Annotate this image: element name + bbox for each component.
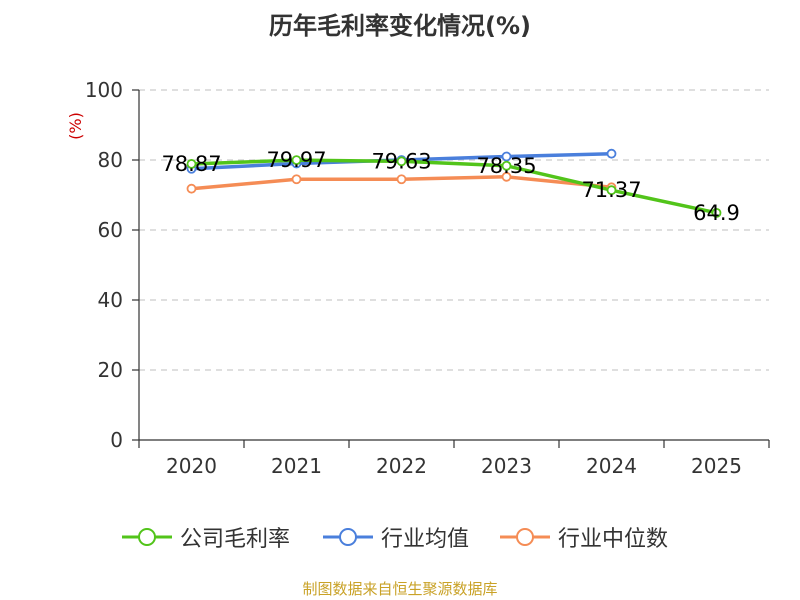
series-2-point-2021 xyxy=(291,174,302,185)
series-0-point-2024 xyxy=(606,185,617,196)
legend-item-industry-median[interactable]: 行业中位数 xyxy=(500,520,668,554)
series-2-point-2023 xyxy=(501,171,512,182)
y-tick-label-60: 60 xyxy=(98,218,123,242)
legend-label-industry-avg: 行业均值 xyxy=(381,527,470,552)
x-tick-label-2025: 2025 xyxy=(691,454,742,478)
series-0-point-2020 xyxy=(186,159,197,169)
legend-label-company: 公司毛利率 xyxy=(180,527,291,552)
data-label-2023: 78.35 xyxy=(476,154,536,178)
series-0-point-2021 xyxy=(291,155,302,166)
legend-item-industry-avg[interactable]: 行业均值 xyxy=(323,520,469,554)
y-tick-label-20: 20 xyxy=(98,358,123,382)
x-tick-label-2021: 2021 xyxy=(271,454,322,478)
data-label-2021: 79.97 xyxy=(266,148,326,172)
series-2-point-2020 xyxy=(186,183,197,194)
x-tick-label-2022: 2022 xyxy=(376,454,427,478)
data-label-2020: 78.87 xyxy=(161,152,221,176)
series-0-point-2023 xyxy=(501,160,512,171)
x-tick-label-2024: 2024 xyxy=(586,454,637,478)
source-note: 制图数据来自恒生聚源数据库 xyxy=(302,580,498,598)
y-tick-label-100: 100 xyxy=(85,78,123,102)
legend-marker-industry-median xyxy=(500,528,550,546)
series-1-point-2023 xyxy=(501,151,512,162)
series-line-0 xyxy=(191,158,717,215)
y-tick-label-0: 0 xyxy=(110,428,123,452)
legend-item-company[interactable]: 公司毛利率 xyxy=(122,520,290,554)
legend-marker-industry-avg xyxy=(323,528,373,546)
x-tick-label-2023: 2023 xyxy=(481,454,532,478)
y-axis-label: (%) xyxy=(66,112,85,140)
y-tick-label-40: 40 xyxy=(98,288,123,312)
data-label-2025: 64.9 xyxy=(693,201,740,225)
legend-label-industry-median: 行业中位数 xyxy=(558,527,669,552)
y-tick-label-80: 80 xyxy=(98,148,123,172)
legend: 公司毛利率 行业均值 行业中位数 xyxy=(0,520,800,554)
legend-marker-company xyxy=(122,528,172,546)
chart-title: 历年毛利率变化情况(%) xyxy=(269,12,531,40)
series-2-point-2022 xyxy=(396,174,407,185)
series-1-point-2024 xyxy=(606,148,617,159)
x-tick-label-2020: 2020 xyxy=(166,454,217,478)
data-label-2024: 71.37 xyxy=(581,178,641,202)
series-0-point-2025 xyxy=(711,207,722,218)
data-label-2022: 79.63 xyxy=(371,149,431,173)
series-0-point-2022 xyxy=(396,156,407,167)
